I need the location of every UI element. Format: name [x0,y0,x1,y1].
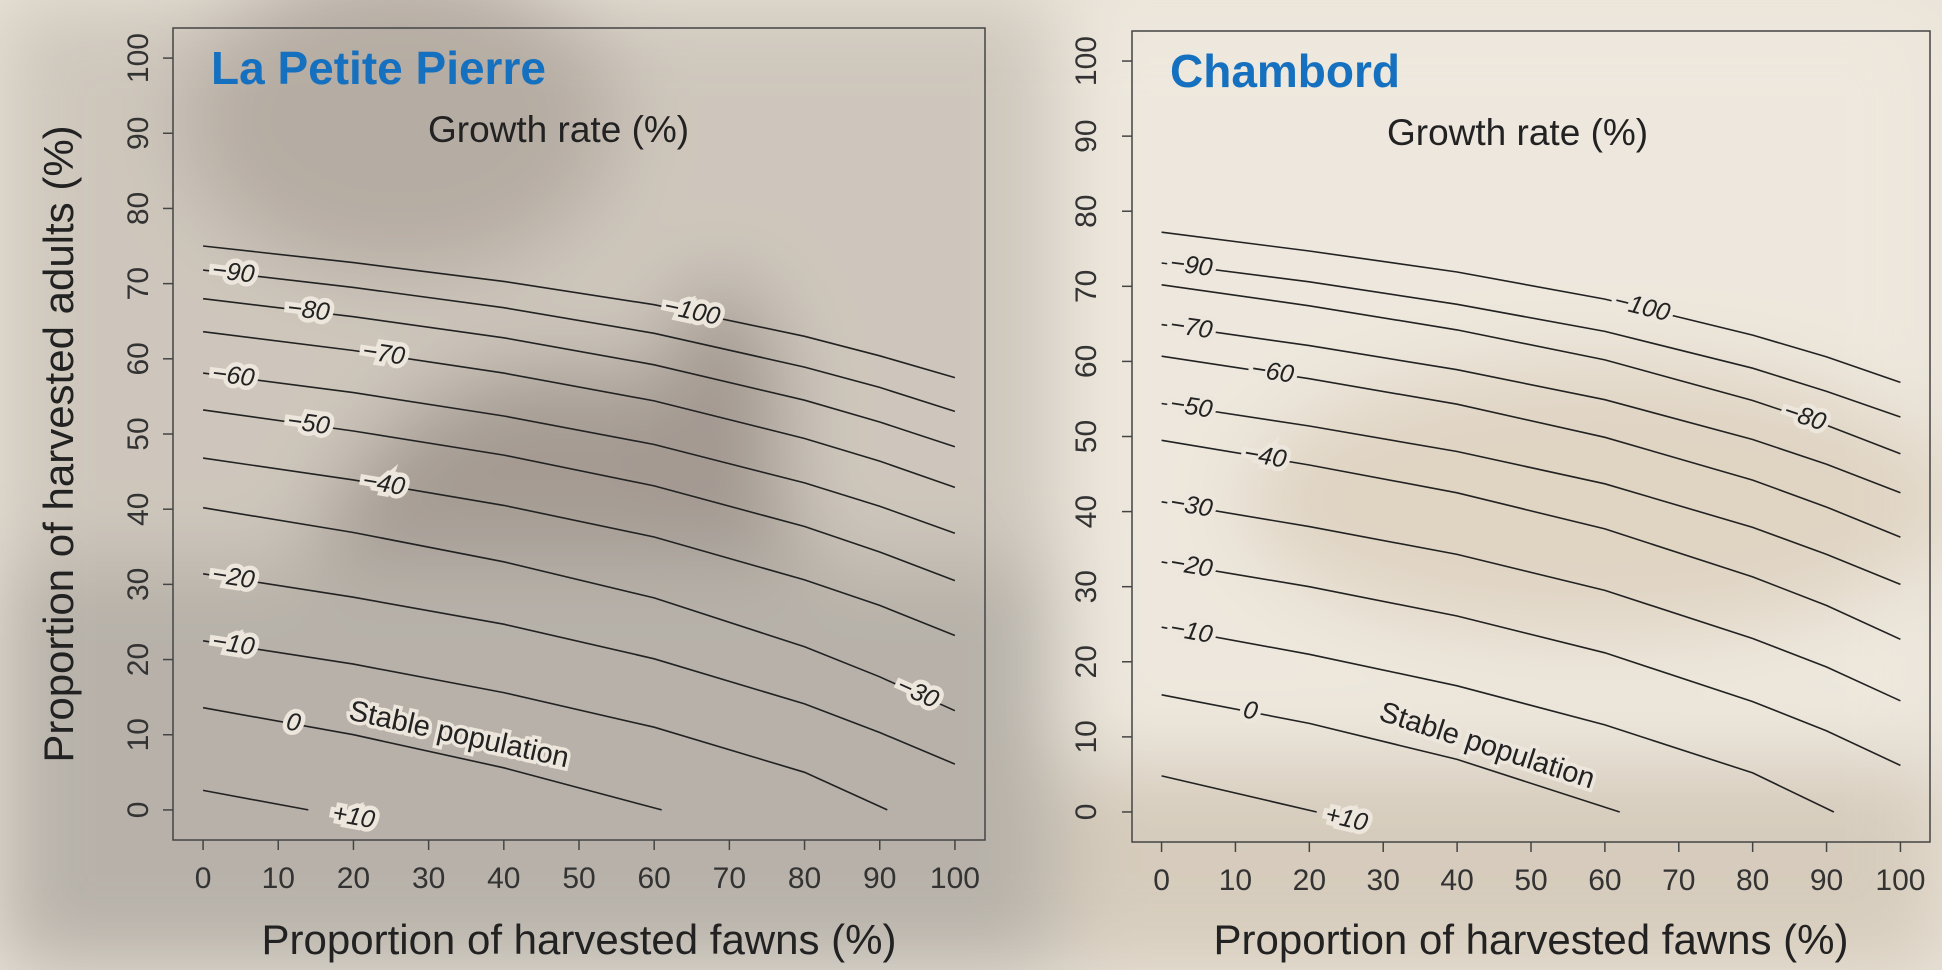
x-tick-label: 60 [637,862,670,895]
y-tick-label: 80 [1070,195,1103,228]
y-tick-label: 50 [1070,420,1103,453]
contour-label: −50 [286,406,332,440]
y-tick-label: 70 [122,267,155,300]
x-tick-label: 30 [1367,864,1400,897]
contour-label: −90 [1168,249,1214,282]
y-tick-label: 30 [1070,570,1103,603]
contour-label: −60 [210,359,256,392]
x-tick-label: 0 [1153,864,1170,897]
y-tick-label: 10 [1070,720,1103,753]
x-tick-label: 50 [562,862,595,895]
x-tick-label: 50 [1514,864,1547,897]
x-tick-label: 60 [1588,864,1621,897]
y-tick-label: 50 [122,417,155,450]
x-tick-label: 0 [195,862,212,895]
x-tick-label: 10 [262,862,295,895]
x-tick-label: 20 [337,862,370,895]
chart: 0102030405060708090100010203040506070809… [0,0,1942,970]
x-tick-label: 40 [487,862,520,895]
y-tick-label: 20 [1070,645,1103,678]
x-tick-label: 100 [1875,864,1925,897]
contour-label: −70 [1168,311,1214,345]
x-tick-label: 100 [930,862,980,895]
y-tick-label: 100 [1070,36,1103,86]
subtitle: Growth rate (%) [428,109,689,150]
y-tick-label: 40 [1070,495,1103,528]
y-tick-label: 60 [122,342,155,375]
y-tick-label: 10 [122,718,155,751]
y-axis-title: Proportion of harvested adults (%) [35,125,82,762]
x-tick-label: 80 [1736,864,1769,897]
x-tick-label: 40 [1440,864,1473,897]
y-tick-label: 100 [122,33,155,83]
y-tick-label: 20 [122,643,155,676]
y-tick-label: 0 [1070,804,1103,821]
panel-title: Chambord [1170,45,1400,97]
x-tick-label: 70 [1662,864,1695,897]
subtitle: Growth rate (%) [1387,112,1648,153]
x-tick-label: 80 [788,862,821,895]
y-tick-label: 90 [122,117,155,150]
y-tick-label: 30 [122,568,155,601]
y-tick-label: 0 [122,802,155,819]
contour-label: −90 [211,256,256,289]
y-tick-label: 90 [1070,119,1103,152]
x-axis-title: Proportion of harvested fawns (%) [1214,916,1849,963]
y-tick-label: 70 [1070,270,1103,303]
x-tick-label: 30 [412,862,445,895]
x-tick-label: 90 [863,862,896,895]
panel-title: La Petite Pierre [211,42,546,94]
contour-label: −80 [286,294,332,327]
x-tick-label: 90 [1810,864,1843,897]
background-photo [0,0,1942,970]
y-tick-label: 60 [1070,345,1103,378]
x-tick-label: 20 [1293,864,1326,897]
y-tick-label: 80 [122,192,155,225]
x-tick-label: 70 [713,862,746,895]
x-axis-title: Proportion of harvested fawns (%) [262,916,897,963]
x-tick-label: 10 [1219,864,1252,897]
y-tick-label: 40 [122,492,155,525]
